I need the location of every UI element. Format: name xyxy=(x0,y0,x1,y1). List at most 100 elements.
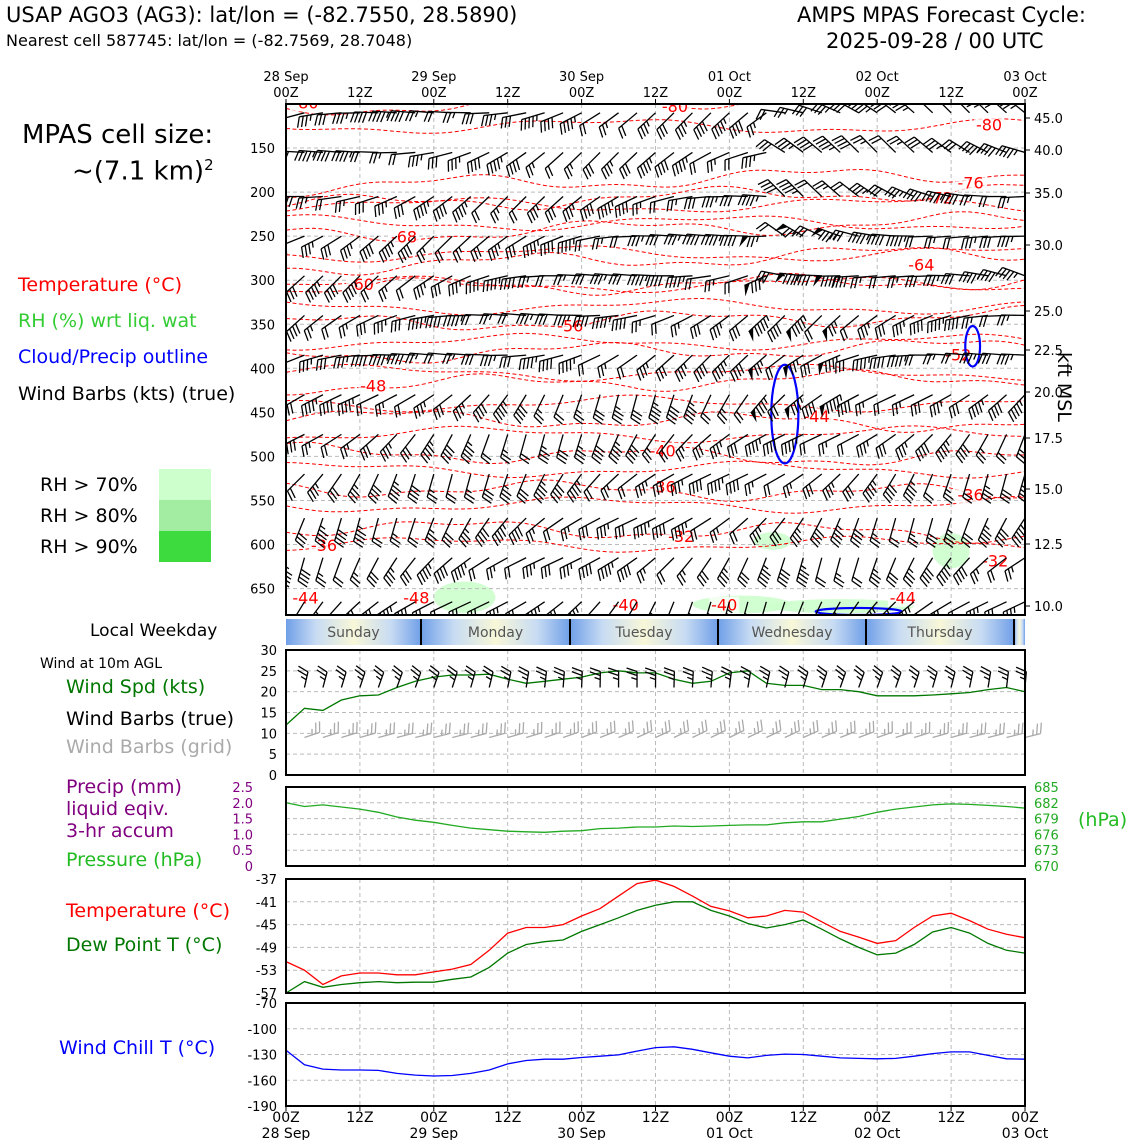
wind-barb-feather xyxy=(922,275,928,286)
wind-barb-feather xyxy=(718,235,723,242)
wind-barb-feather xyxy=(886,356,891,368)
wind-barb-feather xyxy=(486,569,490,581)
wind-barb-feather xyxy=(799,397,803,404)
wind10-barb-feather xyxy=(762,676,769,681)
wind-barb-feather xyxy=(859,358,863,370)
wind-barb-feather xyxy=(654,322,657,334)
wind-barb-feather xyxy=(768,367,774,378)
wind-barb-feather xyxy=(675,199,678,206)
wind-barb-feather xyxy=(835,276,840,288)
wind-barb-feather xyxy=(625,455,634,464)
wind-barb-feather xyxy=(943,320,947,332)
wind-barb-feather xyxy=(597,274,604,285)
wind-barb-feather xyxy=(705,196,711,208)
wind10-barb-feather xyxy=(874,675,881,681)
wind-barb-feather xyxy=(363,289,370,300)
wind-barb-feather xyxy=(976,143,985,153)
wind-barb-feather xyxy=(873,188,883,197)
wind-barb-feather xyxy=(815,138,826,145)
wind-barb-feather xyxy=(758,141,769,150)
wind-barb-feather xyxy=(754,280,758,292)
wind-barb-feather xyxy=(851,104,859,110)
wind10-grid-barb xyxy=(1006,732,1023,739)
wind-barb-feather xyxy=(540,244,543,257)
wind-barb-feather xyxy=(327,244,332,256)
wind-barb-feather xyxy=(976,269,984,280)
wind-barb-feather xyxy=(927,532,938,541)
wind10-barb-feather xyxy=(607,671,619,677)
wind-barb-feather xyxy=(494,533,502,544)
wind-barb-feather xyxy=(349,579,359,588)
panel-frame xyxy=(285,786,1026,867)
wind10-barb-feather xyxy=(465,665,476,673)
wind-barb-feather xyxy=(689,163,693,175)
wind10-grid-barb-feather xyxy=(812,721,815,733)
wind-barb-feather xyxy=(808,403,813,415)
wind-barb-feather xyxy=(661,449,669,460)
wind-barb-feather xyxy=(427,563,432,570)
wind-barb-feather xyxy=(501,523,507,530)
wind-barb-feather xyxy=(440,455,450,464)
wind-barb-feather xyxy=(952,575,960,586)
wind-barb-feather xyxy=(304,245,308,257)
wind-barb-feather xyxy=(461,402,466,409)
wind-barb-feather xyxy=(904,276,910,288)
wind-barb-feather xyxy=(859,233,866,245)
wind-barb-feather xyxy=(794,323,801,335)
wind-barb-feather xyxy=(374,405,378,417)
wind-barb-feather xyxy=(297,532,308,541)
wind-barb-feather xyxy=(618,204,621,217)
wind-barb-feather xyxy=(793,136,804,144)
wind-barb-feather xyxy=(788,144,795,150)
wind-barb xyxy=(413,195,435,211)
panel-tick-label: 10 xyxy=(260,727,277,742)
wind-barb-feather xyxy=(487,250,493,262)
wind-barb-feather xyxy=(945,488,952,494)
wind10-barb-feather xyxy=(759,665,771,673)
wind-barb-feather xyxy=(435,156,438,168)
wind10-grid-barb-feather xyxy=(835,720,838,732)
wind-barb-feather xyxy=(424,447,433,457)
wind-barb-feather xyxy=(797,320,804,332)
wind-barb-feather xyxy=(609,236,614,248)
wind-barb-feather xyxy=(700,416,710,425)
wind10-barb-feather xyxy=(503,676,510,681)
wind-barb-feather xyxy=(740,571,750,581)
wind-barb-feather xyxy=(830,181,841,189)
wind-barb-feather xyxy=(824,107,830,113)
wind-barb-feather xyxy=(898,446,904,458)
wind-barb-feather xyxy=(463,448,473,457)
wind-barb-feather xyxy=(576,409,582,415)
wind-barb-feather xyxy=(388,442,392,449)
wind-barb-feather xyxy=(600,169,607,180)
wind-barb-feather xyxy=(790,274,796,286)
wind-barb-feather xyxy=(1001,236,1006,248)
wind-barb-feather xyxy=(446,444,455,454)
wind-barb-feather xyxy=(831,135,842,142)
wind-barb-feather xyxy=(537,408,543,414)
wind-barb-feather xyxy=(378,403,382,415)
temp-contour xyxy=(286,168,1025,198)
wind-barb-feather xyxy=(835,528,845,537)
wind-barb-feather xyxy=(717,366,724,377)
cell-size-value: ~(7.1 km)2 xyxy=(72,156,214,187)
wind-barb-feather xyxy=(335,536,346,545)
wind-barb-feather xyxy=(708,234,715,246)
wind10-grid-barb-feather xyxy=(467,722,470,734)
wind10-barb-feather xyxy=(983,676,990,681)
wind-barb-feather xyxy=(502,400,507,407)
wind-barb-feather xyxy=(782,487,787,499)
wind10-barb-feather xyxy=(449,675,456,681)
wind-barb-feather xyxy=(750,236,755,248)
wind-barb-feather xyxy=(923,570,932,581)
wind-barb-feather xyxy=(323,292,330,303)
wind-barb-feather xyxy=(906,96,916,101)
wind-barb-feather xyxy=(796,399,802,411)
wind-barb-feather xyxy=(995,267,1003,277)
wind-barb-feather xyxy=(488,314,493,321)
wind-barb-feather xyxy=(775,323,782,335)
wind-barb-feather xyxy=(947,529,953,534)
wind-barb-feather xyxy=(315,359,319,371)
contour-label: -40 xyxy=(711,596,737,615)
wind-barb-feather xyxy=(586,488,593,499)
